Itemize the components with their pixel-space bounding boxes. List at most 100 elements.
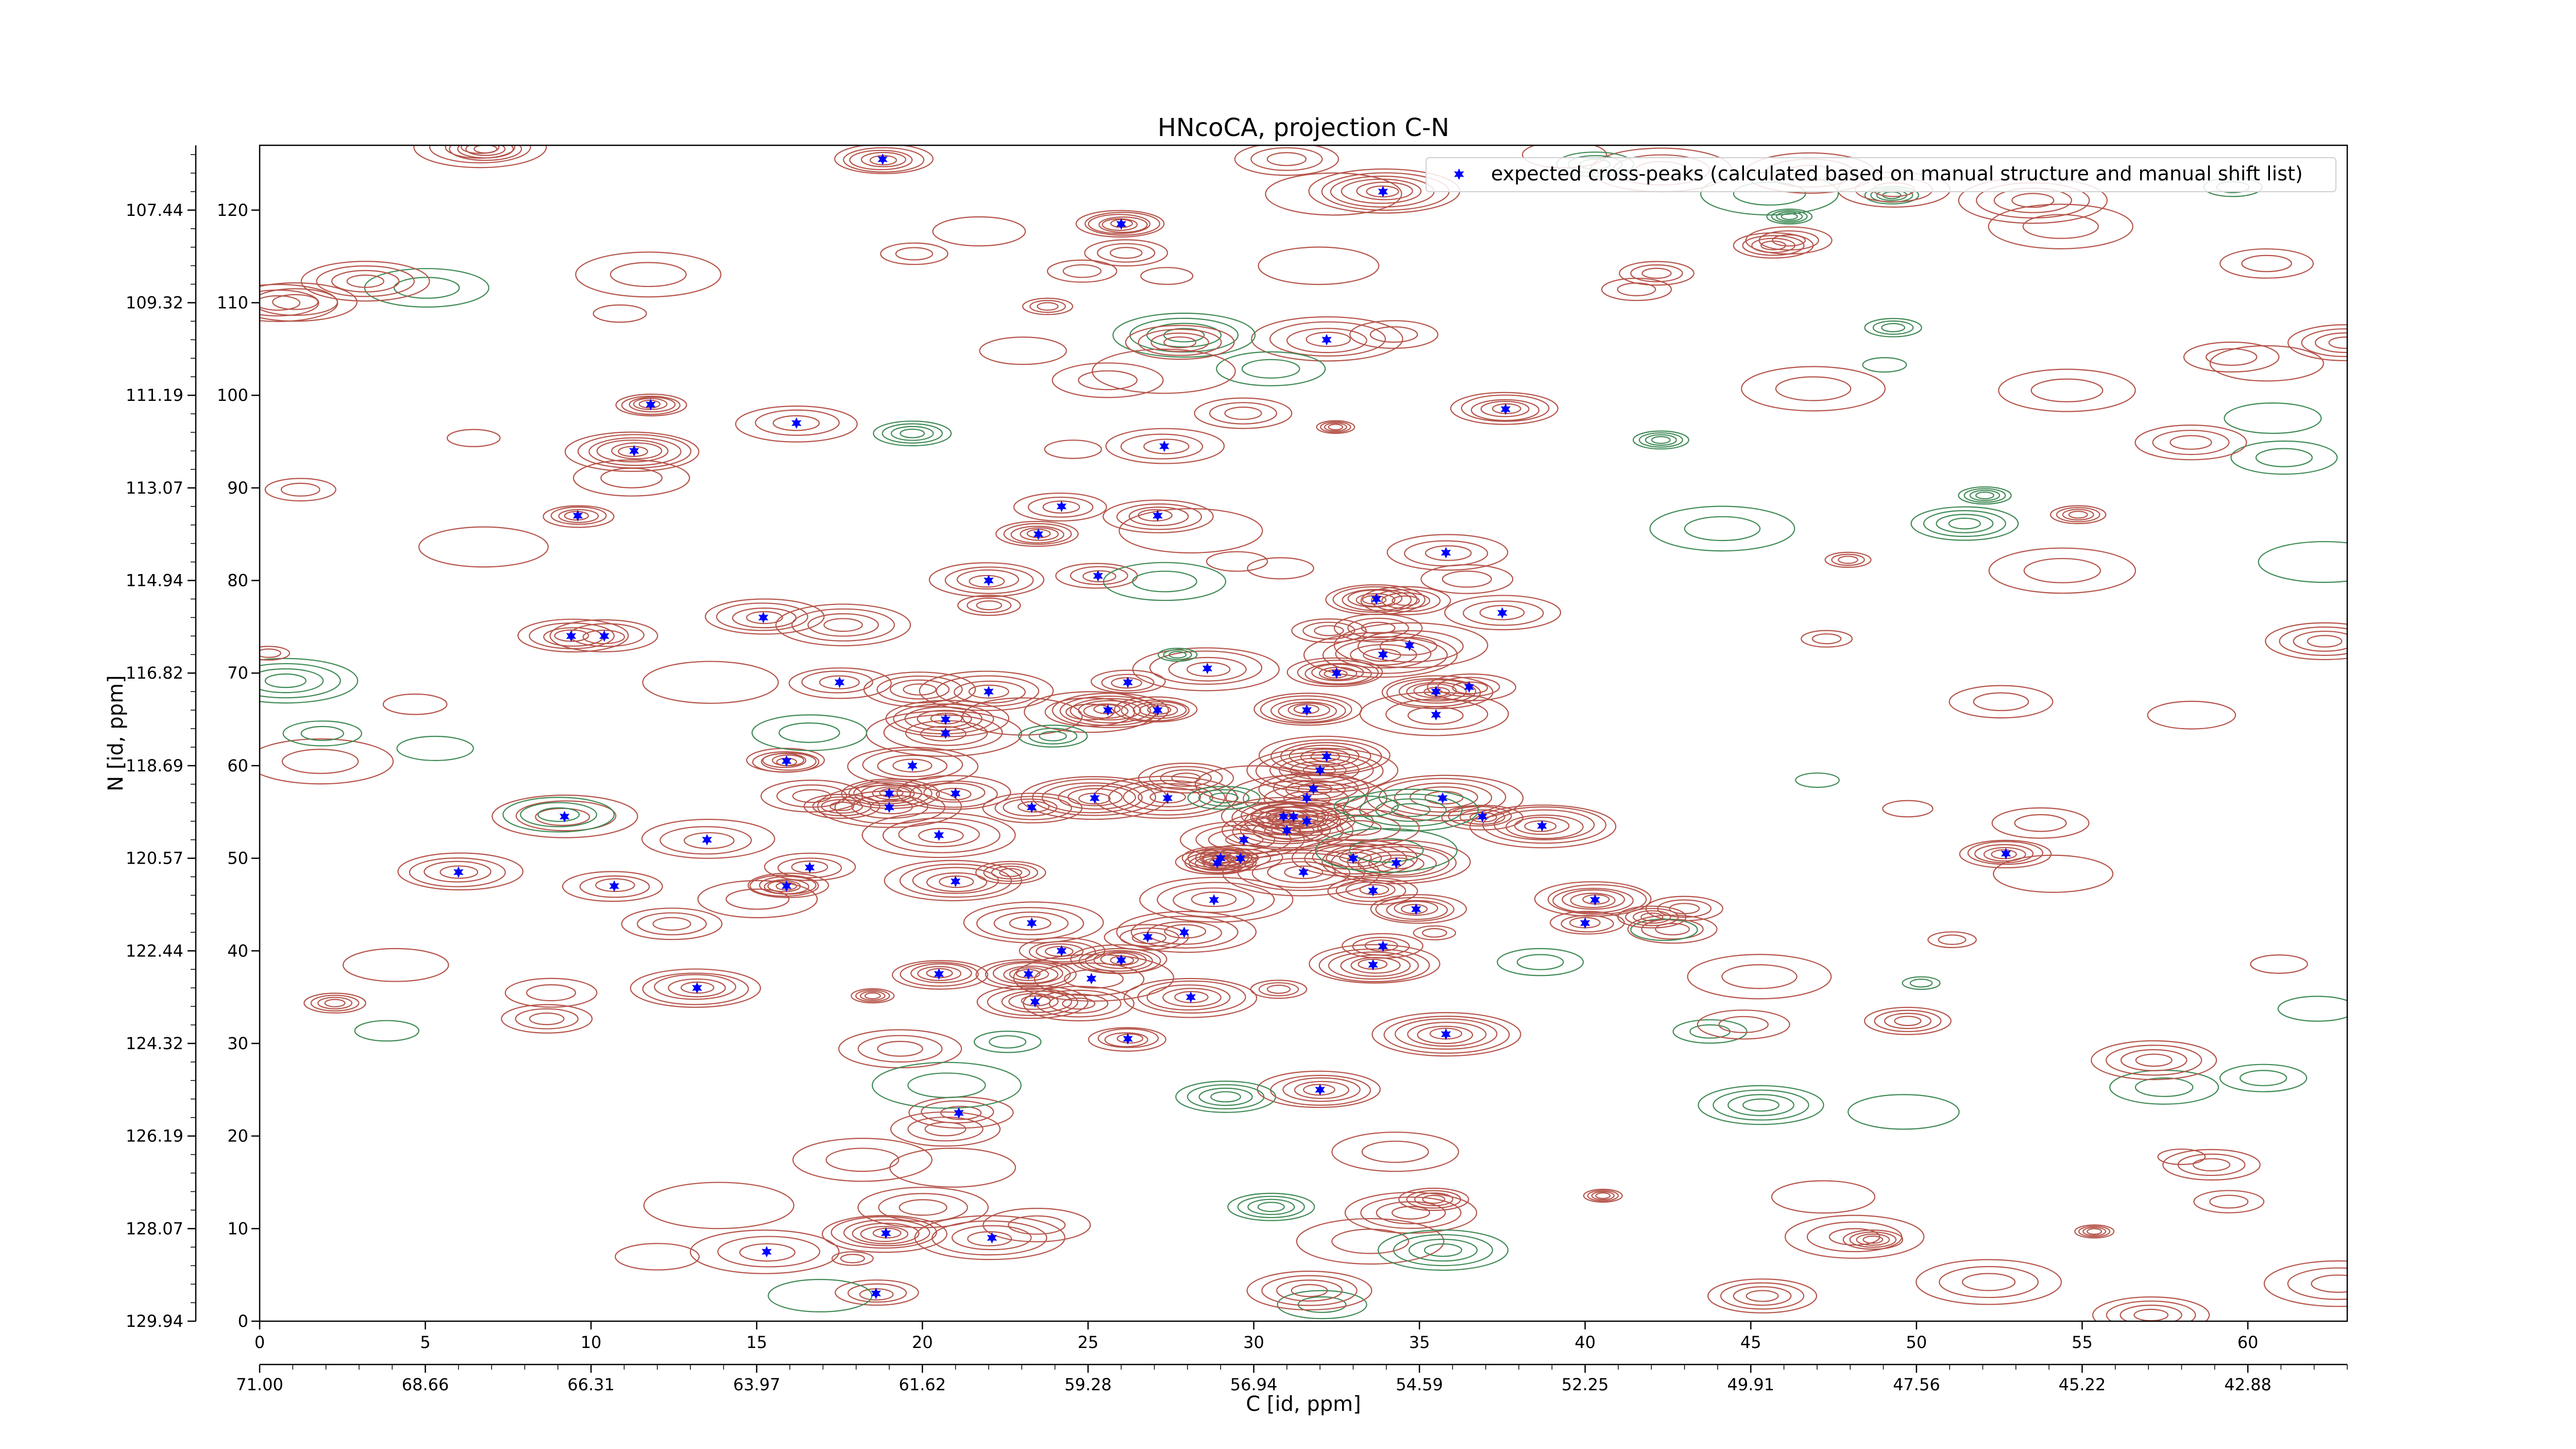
contour-line bbox=[1199, 845, 1283, 871]
peak-marker bbox=[1378, 940, 1388, 952]
contour-line bbox=[1304, 663, 1372, 685]
y-ppm-tick-label: 114.94 bbox=[126, 571, 183, 591]
contour-line bbox=[1561, 915, 1614, 933]
contour-line bbox=[1120, 433, 1204, 460]
negative-contour-line bbox=[2134, 1077, 2194, 1097]
contour-line bbox=[1322, 636, 1448, 674]
contour-line bbox=[819, 675, 860, 689]
negative-contour-line bbox=[989, 1035, 1027, 1049]
negative-contour-line bbox=[1158, 648, 1198, 662]
contour-line bbox=[1414, 1192, 1453, 1206]
contour-line bbox=[967, 1231, 1012, 1246]
contour-line bbox=[2279, 626, 2347, 656]
negative-contour-line bbox=[1698, 1085, 1824, 1125]
contour-line bbox=[1413, 925, 1456, 940]
contour-line bbox=[921, 1100, 994, 1124]
peak-marker bbox=[1537, 820, 1547, 832]
contour-line bbox=[1311, 664, 1364, 681]
contour-line bbox=[1479, 605, 1525, 620]
legend-entry-label: expected cross-peaks (calculated based o… bbox=[1491, 162, 2303, 185]
contour-line bbox=[1168, 656, 1247, 682]
contour-line bbox=[918, 828, 964, 844]
negative-contour-line bbox=[1132, 570, 1197, 593]
contour-line bbox=[445, 145, 516, 159]
contour-line bbox=[1222, 849, 1380, 897]
contour-line bbox=[1222, 810, 1354, 850]
contour-line bbox=[492, 795, 638, 838]
negative-contour-line bbox=[1713, 1089, 1809, 1121]
negative-contour-line bbox=[1408, 1238, 1478, 1262]
y-tick-label: 60 bbox=[227, 756, 248, 776]
negative-contour-line bbox=[1210, 1091, 1241, 1103]
contour-line bbox=[260, 646, 291, 661]
contour-line bbox=[1394, 900, 1438, 916]
contour-line bbox=[772, 415, 820, 431]
contour-line bbox=[1376, 1201, 1446, 1224]
contour-line bbox=[831, 1251, 874, 1266]
contour-line bbox=[2091, 1040, 2217, 1081]
contour-line bbox=[872, 786, 911, 800]
contour-line bbox=[1363, 648, 1401, 662]
contour-line bbox=[2082, 1226, 2107, 1236]
x-ppm-tick-label: 66.31 bbox=[567, 1375, 615, 1394]
peak-marker bbox=[1116, 954, 1126, 966]
contour-line bbox=[1269, 321, 1386, 357]
contour-line bbox=[1394, 782, 1493, 813]
contour-line bbox=[1370, 589, 1441, 612]
contour-line bbox=[1552, 887, 1634, 914]
contour-line bbox=[2250, 954, 2308, 974]
contour-line bbox=[1309, 944, 1440, 984]
contour-line bbox=[1246, 1270, 1372, 1311]
contour-line bbox=[1328, 951, 1419, 980]
contour-line bbox=[735, 406, 858, 443]
peak-marker bbox=[1282, 824, 1292, 836]
x-ppm-tick-label: 61.62 bbox=[899, 1375, 946, 1394]
contour-line bbox=[1251, 857, 1351, 888]
contour-line bbox=[1044, 440, 1102, 459]
negative-contour-line bbox=[768, 1278, 873, 1312]
contour-line bbox=[1427, 673, 1517, 701]
contour-line bbox=[642, 661, 779, 704]
contour-line bbox=[2311, 1274, 2347, 1293]
negative-contour-line bbox=[1963, 488, 2006, 503]
peak-marker bbox=[1056, 500, 1067, 513]
contour-line bbox=[1132, 701, 1187, 719]
x-tick-label: 0 bbox=[255, 1333, 265, 1352]
contour-lines bbox=[260, 145, 2347, 1321]
contour-line bbox=[889, 679, 950, 700]
contour-line bbox=[2205, 348, 2258, 366]
contour-line bbox=[637, 912, 707, 936]
contour-line bbox=[849, 149, 913, 171]
contour-line bbox=[558, 509, 599, 524]
negative-contour-line bbox=[907, 1072, 986, 1099]
contour-line bbox=[1863, 1006, 1952, 1035]
contour-line bbox=[260, 283, 338, 323]
y-tick-label: 20 bbox=[227, 1126, 248, 1146]
peak-marker bbox=[1477, 811, 1488, 822]
contour-line bbox=[2170, 435, 2212, 450]
contour-line bbox=[1383, 1016, 1510, 1054]
peak-marker bbox=[761, 1245, 772, 1258]
contour-line bbox=[1029, 300, 1066, 313]
peak-marker bbox=[1500, 403, 1511, 415]
contour-line bbox=[1032, 778, 1157, 816]
negative-contour-line bbox=[2239, 1070, 2287, 1086]
y-ppm-tick-label: 126.19 bbox=[126, 1126, 183, 1146]
contour-line bbox=[1291, 1284, 1328, 1298]
negative-contour-line bbox=[1146, 323, 1222, 348]
contour-line bbox=[1410, 786, 1479, 808]
contour-line bbox=[2219, 248, 2314, 279]
contour-line bbox=[1828, 1228, 1880, 1246]
x-ppm-tick-label: 47.56 bbox=[1893, 1375, 1940, 1394]
contour-line bbox=[1459, 809, 1505, 825]
contour-line bbox=[1350, 644, 1417, 666]
peak-marker bbox=[1331, 667, 1342, 679]
peak-marker bbox=[834, 676, 845, 688]
peak-marker bbox=[1023, 968, 1033, 980]
contour-line bbox=[1044, 697, 1136, 727]
contour-line bbox=[1721, 964, 1798, 989]
peak-marker bbox=[950, 875, 961, 887]
contour-line bbox=[859, 991, 886, 1001]
negative-contour-line bbox=[1393, 1234, 1494, 1267]
peak-marker bbox=[940, 713, 951, 726]
